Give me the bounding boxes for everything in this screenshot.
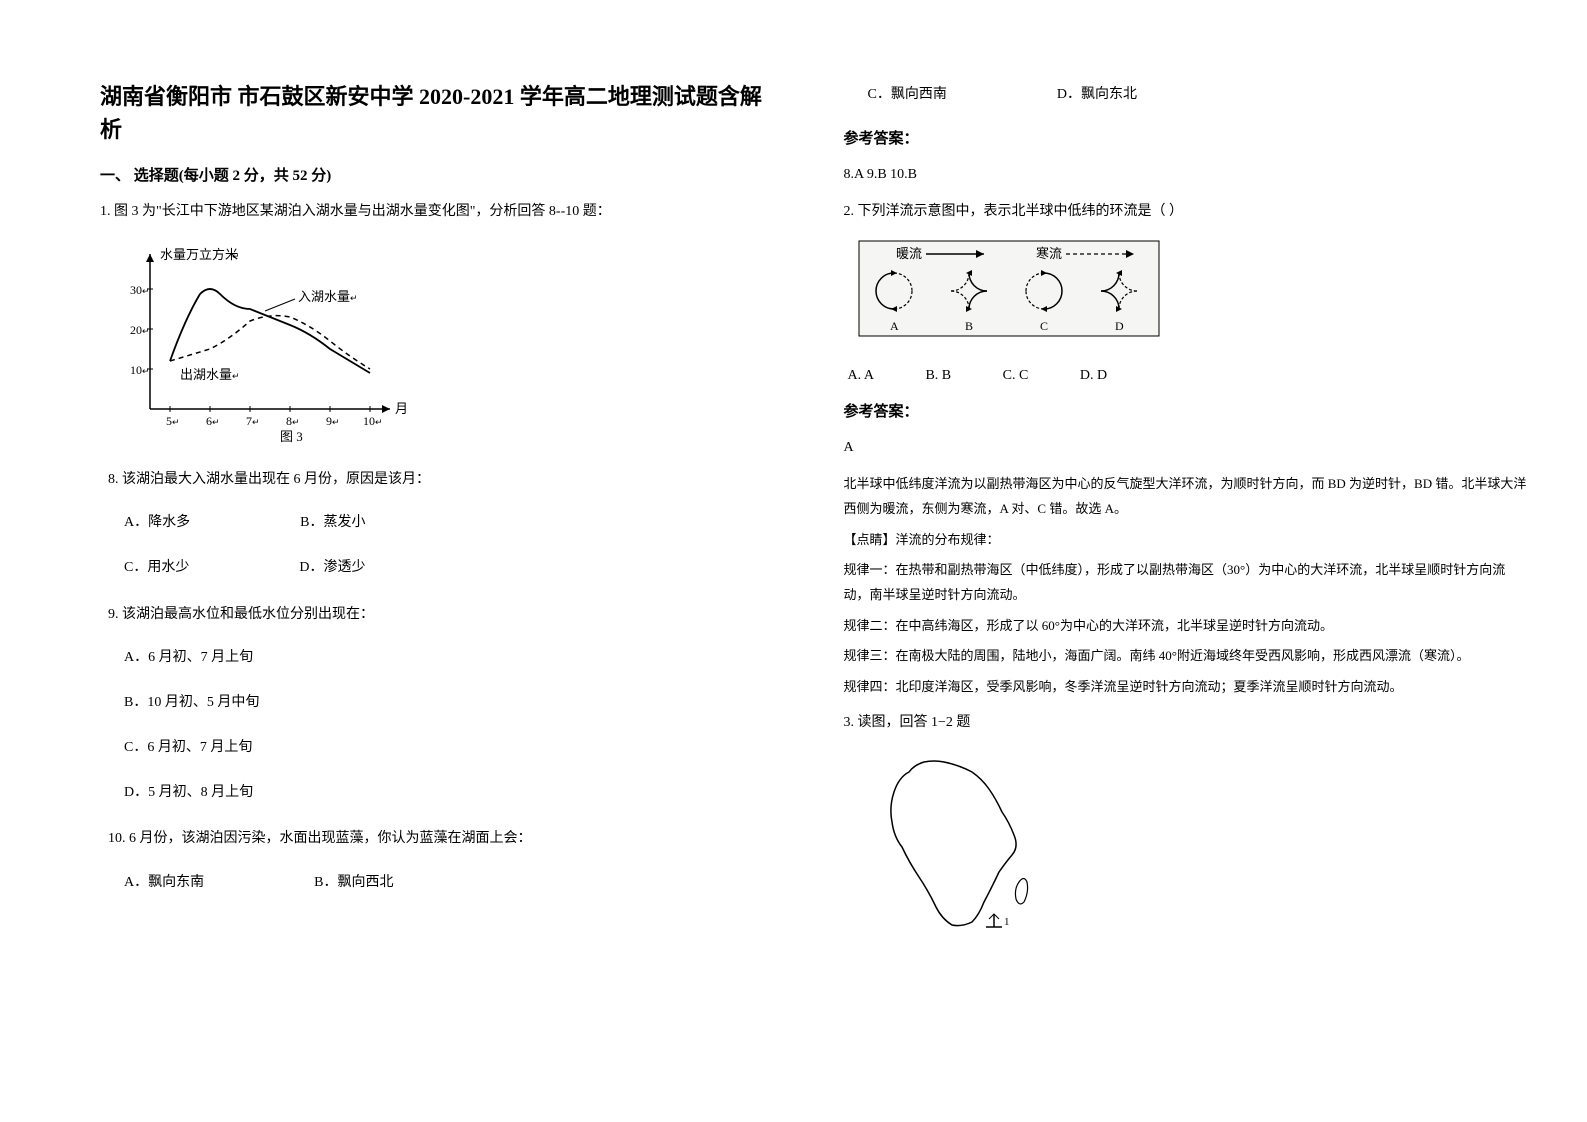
q1-sub9-optC: C．6 月初、7 月上旬	[124, 733, 784, 764]
q1-sub10-optC: C．飘向西南	[868, 80, 947, 111]
svg-text:20: 20	[130, 323, 142, 337]
q2-optD: D. D	[1080, 368, 1107, 383]
q2-optB: B. B	[925, 368, 951, 383]
line-chart-svg: 10 ↵ 20 ↵ 30 ↵ 5 ↵ 6 ↵ 7 ↵ 8 ↵	[110, 239, 410, 449]
exp2-line4: 规律二：在中高纬海区，形成了以 60°为中心的大洋环流，北半球呈逆时针方向流动。	[844, 614, 1528, 639]
exp2-line2: 【点睛】洋流的分布规律：	[844, 528, 1528, 553]
svg-text:C: C	[1040, 319, 1048, 333]
svg-text:↵: ↵	[232, 251, 240, 261]
svg-text:10: 10	[130, 363, 142, 377]
right-column: C．飘向西南 D．飘向东北 参考答案： 8.A 9.B 10.B 2. 下列洋流…	[844, 80, 1528, 957]
q1-sub10-optD: D．飘向东北	[1057, 80, 1137, 111]
svg-text:D: D	[1115, 319, 1124, 333]
svg-text:1: 1	[1004, 916, 1010, 928]
q1-sub10-optA: A．飘向东南	[124, 868, 204, 899]
q1-sub9-options: A．6 月初、7 月上旬 B．10 月初、5 月中旬 C．6 月初、7 月上旬 …	[124, 643, 784, 808]
answer2-text: A	[844, 435, 1528, 460]
answer1-header: 参考答案：	[844, 127, 1528, 148]
left-column: 湖南省衡阳市 市石鼓区新安中学 2020-2021 学年高二地理测试题含解析 一…	[100, 80, 784, 957]
series2-label: 出湖水量	[180, 367, 232, 382]
svg-text:↵: ↵	[142, 366, 150, 376]
exam-title: 湖南省衡阳市 市石鼓区新安中学 2020-2021 学年高二地理测试题含解析	[100, 80, 784, 146]
q1-chart: 10 ↵ 20 ↵ 30 ↵ 5 ↵ 6 ↵ 7 ↵ 8 ↵	[110, 239, 784, 449]
q1-sub9-optB: B．10 月初、5 月中旬	[124, 688, 784, 719]
q1-sub9-optA: A．6 月初、7 月上旬	[124, 643, 784, 674]
svg-text:30: 30	[130, 283, 142, 297]
y-axis-label: 水量万立方米	[160, 247, 238, 262]
svg-text:10: 10	[363, 414, 375, 428]
q1-sub10: 10. 6 月份，该湖泊因污染，水面出现蓝藻，你认为蓝藻在湖面上会：	[108, 826, 784, 851]
answer2-header: 参考答案：	[844, 400, 1528, 421]
q2-stem: 2. 下列洋流示意图中，表示北半球中低纬的环流是（ ）	[844, 199, 1528, 224]
q1-sub8-optA: A．降水多	[124, 508, 190, 539]
exp2-line1: 北半球中低纬度洋流为以副热带海区为中心的反气旋型大洋环流，为顺时针方向，而 BD…	[844, 472, 1528, 521]
africa-map: 1	[864, 747, 1064, 947]
q1-sub10-options: A．飘向东南 B．飘向西北	[124, 868, 784, 899]
svg-text:↵: ↵	[375, 417, 383, 427]
svg-text:↵: ↵	[252, 417, 260, 427]
q1-sub10-optB: B．飘向西北	[314, 868, 393, 899]
answer1-text: 8.A 9.B 10.B	[844, 162, 1528, 187]
svg-text:B: B	[965, 319, 973, 333]
x-axis-label: 月	[395, 401, 408, 416]
svg-text:↵: ↵	[212, 417, 220, 427]
q1-sub9: 9. 该湖泊最高水位和最低水位分别出现在：	[108, 602, 784, 627]
q2-optA: A. A	[848, 368, 874, 383]
svg-text:↵: ↵	[142, 326, 150, 336]
svg-text:A: A	[890, 319, 899, 333]
ocean-current-diagram: 暖流 寒流 A	[854, 236, 1164, 356]
q2-options: A. A B. B C. C D. D	[848, 368, 1528, 384]
exp2-line5: 规律三：在南极大陆的周围，陆地小，海面广阔。南纬 40°附近海域终年受西风影响，…	[844, 644, 1528, 669]
svg-text:↵: ↵	[332, 417, 340, 427]
q1-sub10-options-cont: C．飘向西南 D．飘向东北	[868, 80, 1528, 111]
series1-label: 入湖水量	[298, 289, 350, 304]
svg-text:↵: ↵	[292, 417, 300, 427]
q3-stem: 3. 读图，回答 1−2 题	[844, 710, 1528, 735]
figure-label: 图 3	[280, 429, 303, 444]
svg-text:↵: ↵	[172, 417, 180, 427]
exp2-line6: 规律四：北印度洋海区，受季风影响，冬季洋流呈逆时针方向流动；夏季洋流呈顺时针方向…	[844, 675, 1528, 700]
q1-sub8: 8. 该湖泊最大入湖水量出现在 6 月份，原因是该月：	[108, 467, 784, 492]
q1-sub8-optB: B．蒸发小	[300, 508, 365, 539]
q1-sub8-optD: D．渗透少	[299, 553, 365, 584]
q1-sub8-optC: C．用水少	[124, 553, 189, 584]
svg-text:↵: ↵	[350, 293, 358, 303]
svg-text:↵: ↵	[142, 286, 150, 296]
warm-label: 暖流	[896, 246, 922, 261]
section-header: 一、 选择题(每小题 2 分，共 52 分)	[100, 164, 784, 185]
exp2-line3: 规律一：在热带和副热带海区（中低纬度），形成了以副热带海区（30°）为中心的大洋…	[844, 558, 1528, 607]
q2-optC: C. C	[1003, 368, 1029, 383]
svg-text:↵: ↵	[232, 371, 240, 381]
q1-stem: 1. 图 3 为"长江中下游地区某湖泊入湖水量与出湖水量变化图"，分析回答 8-…	[100, 199, 784, 224]
q1-sub9-optD: D．5 月初、8 月上旬	[124, 778, 784, 809]
q1-sub8-options: A．降水多 B．蒸发小 C．用水少 D．渗透少	[124, 508, 784, 584]
cold-label: 寒流	[1036, 246, 1062, 261]
